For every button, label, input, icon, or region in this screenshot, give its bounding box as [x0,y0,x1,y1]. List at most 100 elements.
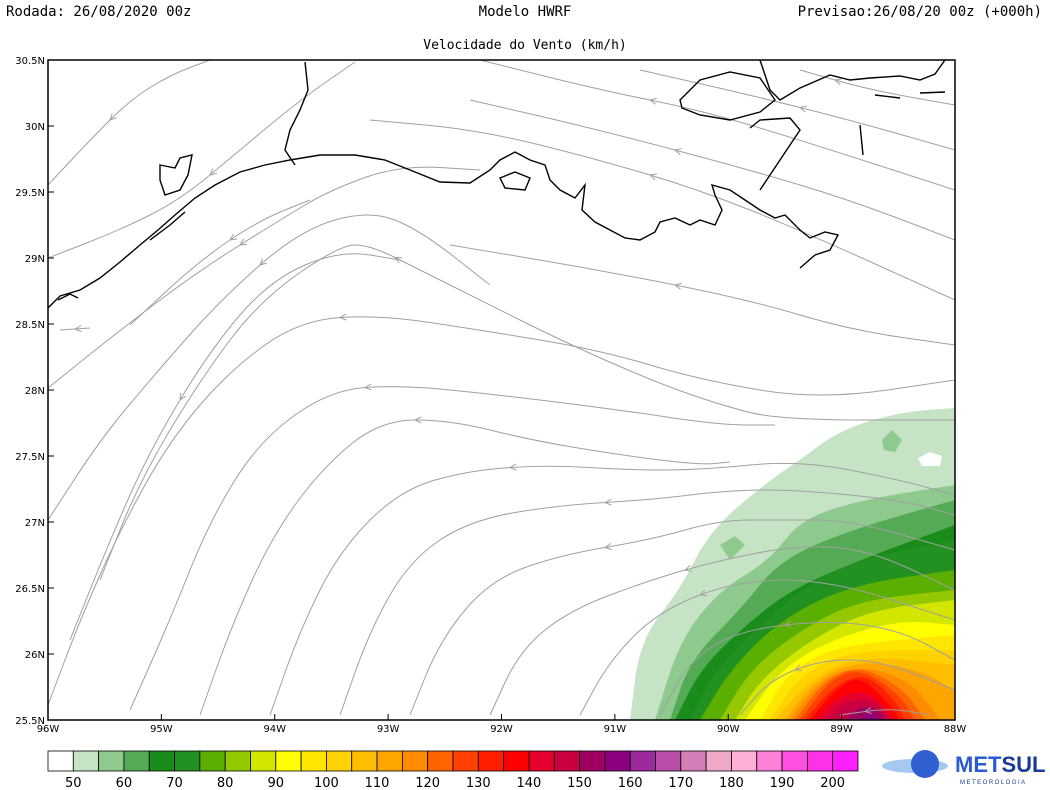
colorbar-label: 170 [668,776,693,790]
colorbar-swatch [47,750,74,772]
streamline [269,462,955,716]
streamline-arrow-icon [798,105,807,113]
streamline [409,519,955,716]
colorbar-label: 90 [268,776,285,790]
streamline [489,546,955,716]
streamline [469,99,955,241]
colorbar-label: 190 [770,776,795,790]
colorbar-label: 50 [65,776,82,790]
streamline-arrow-icon [209,168,217,176]
wind-speed-contours [630,408,955,720]
streamline-arrow-icon [413,416,422,424]
forecast-time: Previsao:26/08/20 00z (+000h) [797,4,1042,20]
colorbar-label: 180 [719,776,744,790]
model-name: Modelo HWRF [478,4,572,20]
colorbar-swatch [503,750,530,772]
logo-globe-icon [911,750,939,778]
streamline [48,166,481,389]
streamline-arrow-icon [683,564,692,572]
streamline [48,214,491,521]
streamline-arrow-icon [239,238,248,246]
lon-label: 95W [150,724,173,735]
colorbar-swatch [655,750,682,772]
colorbar-label: 100 [314,776,339,790]
colorbar-swatch [401,750,429,772]
streamlines [48,60,955,716]
streamline-arrow-icon [179,392,187,401]
colorbar-swatch [300,750,327,772]
streamline [129,199,311,326]
lat-label: 29N [25,254,45,265]
colorbar-swatch [528,750,555,772]
streamline-arrow-icon [508,463,517,471]
colorbar-swatch [427,750,454,772]
colorbar-swatch [275,750,302,772]
colorbar-swatch [224,750,251,772]
streamline-arrow-icon [603,543,612,550]
lat-label: 27.5N [15,452,45,463]
colorbar-label: 160 [618,776,643,790]
colorbar-label: 110 [365,776,390,790]
streamline [48,61,356,259]
logo-text: METSUL [955,752,1045,777]
colorbar-swatch [250,750,277,772]
coastline [48,60,946,309]
streamline-arrow-icon [73,325,82,333]
colorbar-swatch [98,750,125,772]
lon-label: 88W [944,724,967,735]
lat-label: 27N [25,518,45,529]
colorbar: 50 60 70 80 90 100 110 120 130 140 150 160 170 180 190… [47,750,859,790]
colorbar-swatch [604,750,631,772]
streamline [48,60,211,186]
streamline [449,244,955,346]
colorbar-swatch [705,750,732,772]
lon-label: 89W [830,724,853,735]
colorbar-label: 200 [820,776,845,790]
lat-label: 30N [25,122,45,133]
colorbar-label: 70 [166,776,183,790]
streamline [69,253,401,641]
colorbar-swatch [629,750,656,772]
colorbar-swatch [756,750,783,772]
lat-label: 30.5N [15,56,45,67]
contour-patch [720,536,745,560]
streamline-arrow-icon [698,589,708,597]
lon-label: 93W [377,724,400,735]
streamline [48,316,955,706]
lat-label: 29.5N [15,188,45,199]
colorbar-swatch [579,750,606,772]
colorbar-swatch [123,750,150,772]
streamline [199,419,731,716]
streamline-arrow-icon [648,97,657,105]
colorbar-swatch [351,750,378,772]
colorbar-swatch [680,750,707,772]
colorbar-swatch [326,750,353,772]
lon-label: 92W [490,724,513,735]
streamline [479,60,955,191]
colorbar-label: 120 [415,776,440,790]
lon-label: 90W [717,724,740,735]
lat-label: 28N [25,386,45,397]
streamline [639,69,955,151]
colorbar-swatch [832,750,859,772]
streamline-arrow-icon [863,707,872,715]
contour-21 [860,714,880,720]
streamline-arrow-icon [673,148,682,155]
lat-label: 25.5N [15,716,45,727]
colorbar-label: 150 [567,776,592,790]
streamline [659,622,955,716]
streamline [339,489,955,716]
streamline-arrow-icon [793,664,803,671]
streamline-arrow-icon [338,313,347,321]
run-time: Rodada: 26/08/2020 00z [6,4,192,20]
colorbar-swatch [477,750,505,772]
colorbar-label: 140 [517,776,542,790]
colorbar-swatch [806,750,834,772]
colorbar-swatch [553,750,580,772]
streamline-arrow-icon [109,113,117,121]
streamline [129,386,775,711]
lat-label: 26N [25,650,45,661]
colorbar-label: 80 [217,776,234,790]
contour-hole [918,452,942,466]
lon-label: 94W [263,724,286,735]
